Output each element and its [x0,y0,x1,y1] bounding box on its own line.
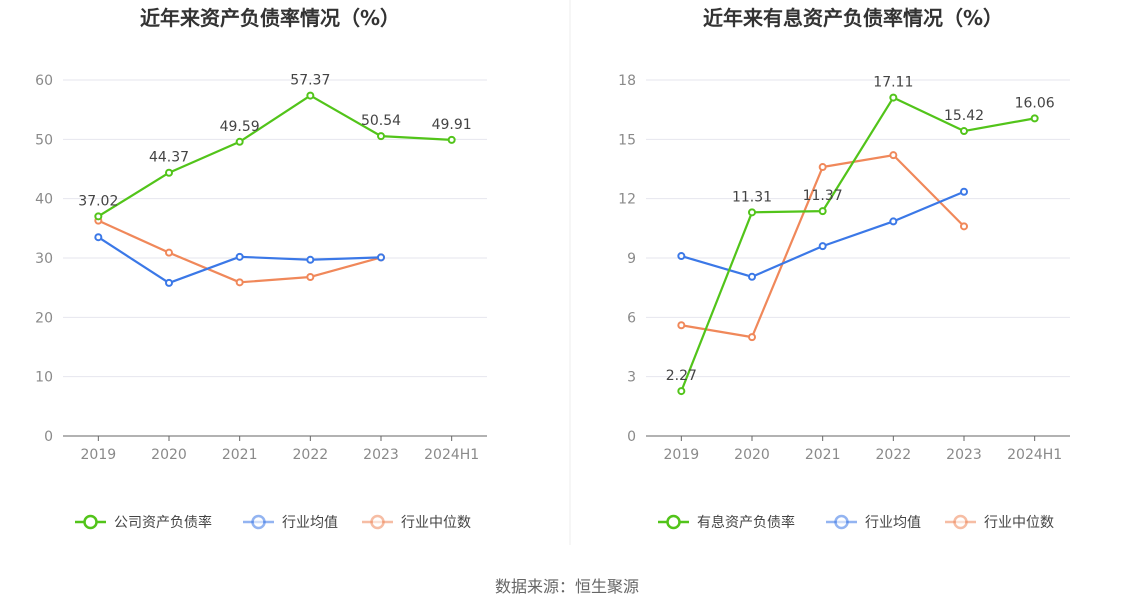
data-point[interactable] [306,272,315,281]
legend-marker [953,514,968,530]
y-tick-label: 30 [35,251,53,267]
data-point[interactable] [165,278,173,287]
y-tick-label: 50 [35,132,53,148]
legend-item[interactable]: 行业均值 [826,514,921,531]
data-point[interactable] [818,163,827,172]
data-point[interactable] [235,278,244,287]
legend-item[interactable]: 有息资产负债率 [658,514,795,531]
data-point[interactable] [960,222,968,231]
legend-item[interactable]: 行业中位数 [945,514,1054,531]
legend-label: 行业均值 [282,515,338,531]
data-point[interactable] [377,132,385,141]
legend-item[interactable]: 公司资产负债率 [75,514,212,531]
chart-interest-bearing-debt-ratio: 近年来有息资产负债率情况（%） 0 3 6 9 12 15 18 2019 2020 2021 202… [618,6,1070,531]
x-tick-label: 2024H1 [424,447,479,463]
data-point[interactable] [818,207,827,216]
series-line [680,96,1035,392]
legend-marker [834,514,849,530]
x-tick-label: 2020 [734,447,770,463]
x-tick-label: 2019 [81,447,117,463]
data-point[interactable] [889,217,898,226]
y-tick-label: 3 [627,370,636,386]
data-point[interactable] [960,127,968,136]
data-label: 11.37 [803,188,843,204]
data-label: 17.11 [873,75,913,91]
data-point[interactable] [306,91,315,100]
legend-label: 公司资产负债率 [114,514,212,531]
data-label: 49.59 [220,119,260,135]
legend-label: 行业均值 [865,515,921,531]
data-point[interactable] [889,93,898,102]
y-tick-label: 6 [627,310,636,326]
data-point[interactable] [94,212,103,221]
data-point[interactable] [677,321,686,330]
data-point[interactable] [235,252,244,261]
legend-item[interactable]: 行业中位数 [362,514,471,531]
data-label: 44.37 [149,150,189,166]
series-line [97,94,452,218]
chart-title: 近年来资产负债率情况（%） [140,6,400,30]
data-point[interactable] [748,272,756,281]
data-point[interactable] [165,168,173,177]
x-tick-label: 2022 [293,447,329,463]
x-tick-label: 2021 [222,447,258,463]
y-tick-label: 60 [35,73,53,89]
data-label: 50.54 [361,113,401,129]
x-tick-label: 2020 [151,447,187,463]
data-point[interactable] [306,255,315,264]
data-point[interactable] [235,137,244,146]
legend-label: 行业中位数 [984,515,1054,531]
data-point[interactable] [960,187,968,196]
legend-marker [370,514,385,530]
legend-label: 行业中位数 [401,515,471,531]
data-point[interactable] [748,333,756,342]
data-point[interactable] [165,248,173,257]
data-point[interactable] [377,253,385,262]
x-tick-label: 2019 [664,447,700,463]
x-tick-label: 2021 [805,447,841,463]
y-tick-label: 20 [35,310,53,326]
x-tick-label: 2023 [946,447,982,463]
y-tick-label: 10 [35,370,53,386]
data-label: 57.37 [290,73,330,89]
legend-marker [83,514,98,530]
legend-label: 有息资产负债率 [697,514,795,531]
y-tick-label: 15 [618,132,636,148]
data-label: 37.02 [78,193,118,209]
y-tick-label: 0 [627,429,636,445]
data-point[interactable] [748,208,756,217]
y-tick-label: 12 [618,192,636,208]
data-point[interactable] [677,252,686,261]
legend-marker [251,514,266,530]
data-point[interactable] [447,135,456,144]
series-line [681,190,965,278]
x-tick-label: 2023 [363,447,399,463]
data-point[interactable] [818,242,827,251]
data-label: 15.42 [944,108,984,124]
series-line [97,219,382,284]
data-label: 11.31 [732,189,772,205]
y-tick-label: 18 [618,73,636,89]
data-label: 49.91 [432,117,472,133]
data-source-note: 数据来源：恒生聚源 [495,577,639,596]
legend-marker [666,514,681,530]
x-tick-label: 2022 [876,447,912,463]
y-tick-label: 9 [627,251,636,267]
data-point[interactable] [1030,114,1039,123]
y-tick-label: 0 [44,429,53,445]
data-point[interactable] [677,387,686,396]
legend-item[interactable]: 行业均值 [243,514,338,531]
chart-title: 近年来有息资产负债率情况（%） [703,6,1003,30]
data-label: 2.27 [666,368,697,384]
chart-debt-ratio: 近年来资产负债率情况（%） 0 10 20 30 40 50 60 2019 2020 2021 20… [35,6,487,531]
data-point[interactable] [889,151,898,160]
x-tick-label: 2024H1 [1007,447,1062,463]
data-point[interactable] [94,233,103,242]
data-label: 16.06 [1015,95,1055,111]
y-tick-label: 40 [35,192,53,208]
